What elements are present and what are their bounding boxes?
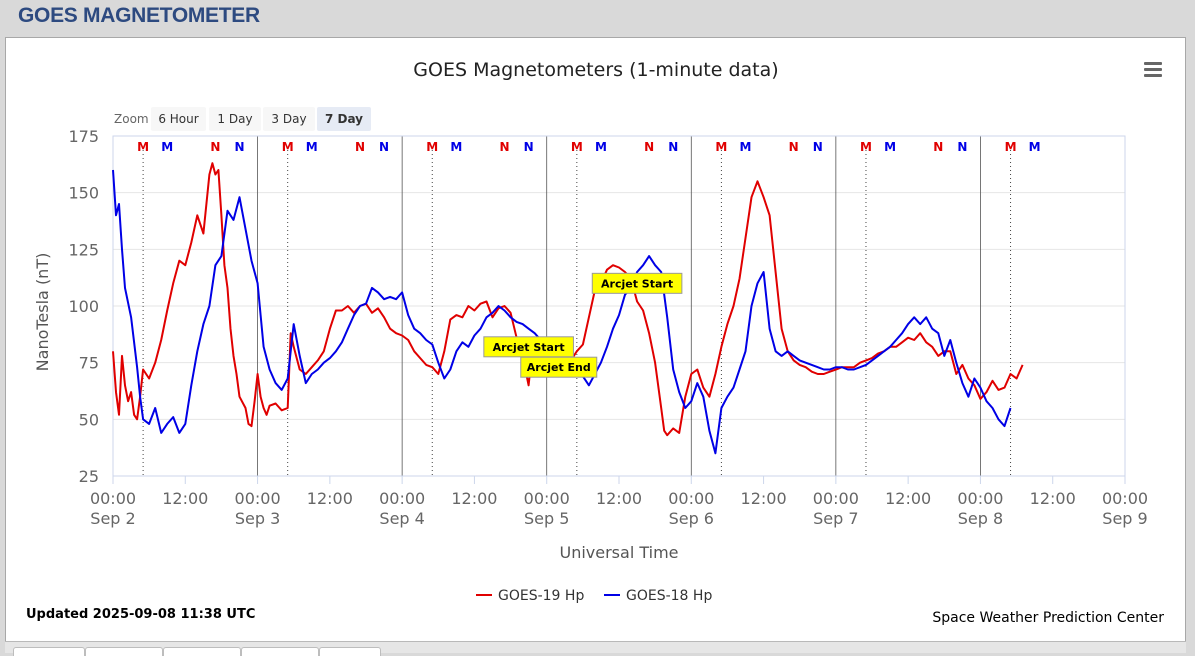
mn-marker-m: M <box>884 140 896 154</box>
page-title: GOES MAGNETOMETER <box>18 4 260 27</box>
chart-menu-icon[interactable] <box>1144 62 1162 78</box>
zoom-button-7-day[interactable]: 7 Day <box>317 107 371 131</box>
x-tick-date: Sep 6 <box>669 509 714 528</box>
legend-item-goes-18-hp[interactable]: GOES-18 Hp <box>604 588 712 604</box>
x-tick-time: 00:00 <box>524 489 570 508</box>
zoom-button-3-day[interactable]: 3 Day <box>263 107 315 131</box>
y-tick-label: 25 <box>79 467 99 486</box>
chart-title: GOES Magnetometers (1-minute data) <box>413 59 778 81</box>
y-tick-label: 75 <box>79 354 99 373</box>
x-tick-date: Sep 4 <box>379 509 424 528</box>
mn-marker-m: M <box>571 140 583 154</box>
flag-label: Arcjet End <box>527 361 591 374</box>
zoom-button-label[interactable]: 7 Day <box>325 112 363 126</box>
flag-label: Arcjet Start <box>493 341 565 354</box>
zoom-button-bg[interactable] <box>209 107 261 131</box>
x-tick-date: Sep 5 <box>524 509 569 528</box>
mn-marker-n: N <box>234 140 244 154</box>
mn-marker-n: N <box>933 140 943 154</box>
mn-marker-m: M <box>161 140 173 154</box>
mn-marker-n: N <box>789 140 799 154</box>
x-tick-time: 00:00 <box>90 489 136 508</box>
y-tick-label: 175 <box>68 127 99 146</box>
zoom-button-bg[interactable] <box>151 107 206 131</box>
mn-marker-n: N <box>957 140 967 154</box>
chart-panel: 175 150 125 100 75 50 25 00:00 Sep 2 12:00 00:00 S… <box>5 37 1186 642</box>
mn-marker-m: M <box>595 140 607 154</box>
mn-marker-m: M <box>450 140 462 154</box>
mn-marker-m: M <box>1029 140 1041 154</box>
flag-box <box>591 272 683 294</box>
mn-marker-m: M <box>1005 140 1017 154</box>
x-tick-date: Sep 2 <box>90 509 135 528</box>
zoom-button-bg[interactable] <box>263 107 315 131</box>
x-tick-time: 00:00 <box>668 489 714 508</box>
legend-label[interactable]: GOES-19 Hp <box>498 588 584 604</box>
mn-marker-n: N <box>500 140 510 154</box>
x-tick-date: Sep 7 <box>813 509 858 528</box>
y-tick-label: 125 <box>68 240 99 259</box>
zoom-label: Zoom <box>114 112 149 126</box>
updated-timestamp: Updated 2025-09-08 11:38 UTC <box>26 607 255 622</box>
x-tick-time: 12:00 <box>741 489 787 508</box>
mn-marker-n: N <box>210 140 220 154</box>
x-tick-time: 00:00 <box>813 489 859 508</box>
zoom-button-label[interactable]: 3 Day <box>271 112 306 126</box>
mn-marker-n: N <box>355 140 365 154</box>
y-axis-label: NanoTesla (nT) <box>33 253 52 372</box>
zoom-button-label[interactable]: 6 Hour <box>158 112 198 126</box>
mn-marker-m: M <box>282 140 294 154</box>
series-line-goes-19-hp <box>112 162 1024 437</box>
mn-marker-m: M <box>426 140 438 154</box>
arcjet-flag: Arcjet Start <box>483 336 574 358</box>
mn-marker-n: N <box>668 140 678 154</box>
zoom-button-1-day[interactable]: 1 Day <box>209 107 261 131</box>
y-tick-label: 150 <box>68 184 99 203</box>
mn-marker-n: N <box>644 140 654 154</box>
mn-marker-n: N <box>379 140 389 154</box>
y-tick-label: 50 <box>79 410 99 429</box>
y-tick-label: 100 <box>68 297 99 316</box>
x-tick-date: Sep 3 <box>235 509 280 528</box>
mn-marker-n: N <box>524 140 534 154</box>
flag-box <box>520 356 598 378</box>
x-tick-time: 12:00 <box>451 489 497 508</box>
arcjet-flag: Arcjet Start <box>591 272 683 294</box>
mn-marker-m: M <box>715 140 727 154</box>
bottom-tab-strip <box>5 641 1186 656</box>
flag-label: Arcjet Start <box>601 277 673 290</box>
x-tick-time: 12:00 <box>1030 489 1076 508</box>
x-tick-time: 00:00 <box>1102 489 1148 508</box>
arcjet-flag: Arcjet End <box>520 356 598 378</box>
zoom-button-label[interactable]: 1 Day <box>217 112 252 126</box>
x-tick-time: 12:00 <box>596 489 642 508</box>
series-line-goes-18-hp <box>112 169 1012 455</box>
x-tick-time: 12:00 <box>885 489 931 508</box>
x-tick-time: 00:00 <box>235 489 281 508</box>
mn-marker-m: M <box>137 140 149 154</box>
mn-marker-m: M <box>306 140 318 154</box>
mn-marker-m: M <box>860 140 872 154</box>
x-tick-time: 12:00 <box>162 489 208 508</box>
zoom-button-6-hour[interactable]: 6 Hour <box>151 107 206 131</box>
x-tick-time: 12:00 <box>307 489 353 508</box>
mn-marker-m: M <box>740 140 752 154</box>
legend-label[interactable]: GOES-18 Hp <box>626 588 712 604</box>
legend-item-goes-19-hp[interactable]: GOES-19 Hp <box>476 588 584 604</box>
mn-marker-n: N <box>813 140 823 154</box>
x-tick-date: Sep 8 <box>958 509 1003 528</box>
x-tick-time: 00:00 <box>379 489 425 508</box>
x-tick-time: 00:00 <box>957 489 1003 508</box>
x-axis-label: Universal Time <box>559 543 678 562</box>
credit-text: Space Weather Prediction Center <box>932 610 1164 626</box>
x-tick-date: Sep 9 <box>1102 509 1147 528</box>
zoom-button-bg[interactable] <box>317 107 371 131</box>
